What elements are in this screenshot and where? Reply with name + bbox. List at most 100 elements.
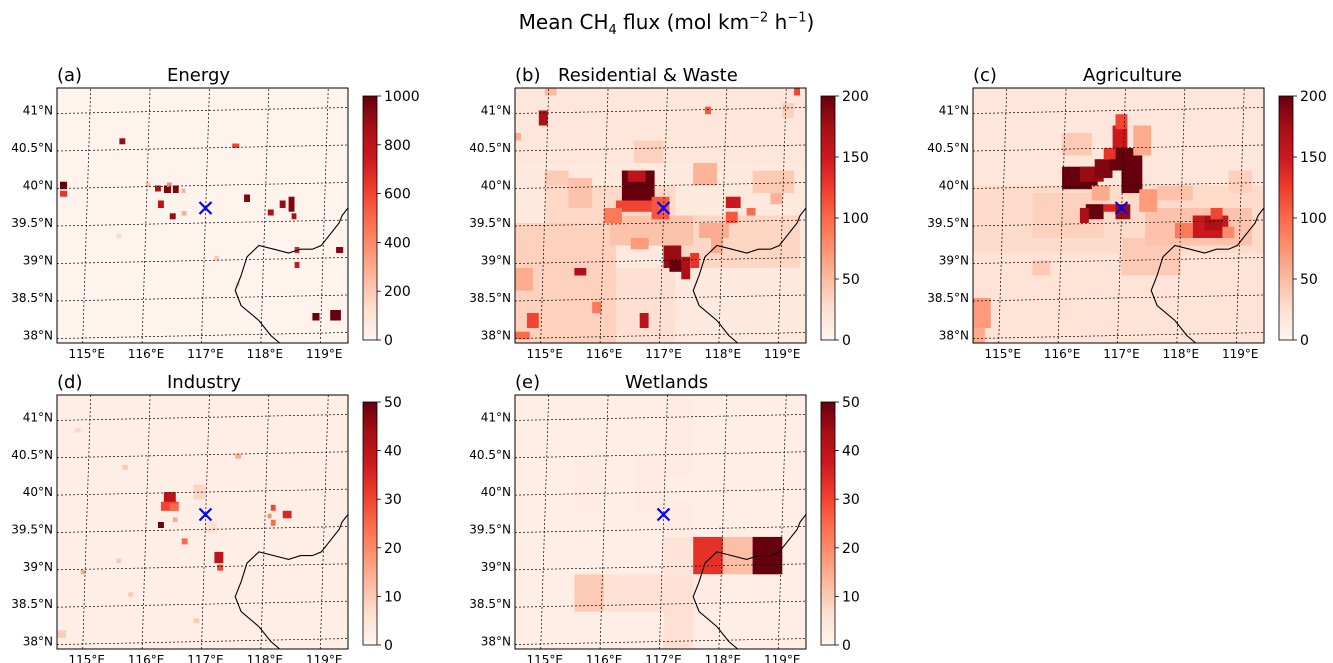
flux-cell [725, 211, 738, 223]
flux-cell [158, 200, 164, 208]
colorbar-tick-label: 400 [384, 235, 411, 251]
colorbar-tick-label: 0 [842, 333, 851, 349]
gridline-lat [973, 144, 1264, 152]
flux-cell [782, 103, 795, 118]
colorbar-tick-label: 0 [384, 638, 393, 654]
gridline-lat [57, 182, 348, 189]
flux-cell [515, 268, 533, 291]
x-tick-label: 115°E [68, 347, 105, 361]
colorbar [362, 95, 378, 341]
flux-cell [568, 178, 593, 208]
gridline-lat [515, 144, 806, 152]
flux-cell [193, 484, 206, 500]
gridline-lat [515, 414, 806, 421]
coastline [1150, 207, 1264, 343]
panel-title: Residential & Waste [558, 65, 738, 86]
x-tick-label: 116°E [586, 347, 623, 361]
x-tick-label: 119°E [306, 653, 343, 663]
y-tick-label: 39°N [23, 254, 53, 268]
y-tick-label: 39°N [939, 254, 969, 268]
gridline-lat [515, 294, 806, 302]
colorbar-tick-label: 40 [384, 444, 402, 460]
flux-cell [267, 513, 272, 519]
flux-cell [633, 454, 664, 515]
gridline-lat [57, 414, 348, 421]
gridline-lat [57, 451, 348, 459]
x-tick-label: 116°E [1044, 347, 1081, 361]
flux-cell [119, 138, 126, 145]
flux-cell [181, 211, 187, 216]
plot-area [973, 88, 1264, 343]
colorbar-tick-label: 100 [1300, 211, 1327, 227]
x-tick-label: 118°E [1163, 347, 1200, 361]
x-tick-label: 117°E [1103, 347, 1140, 361]
flux-cell [1121, 151, 1143, 194]
flux-cell [639, 313, 649, 328]
y-tick-label: 39°N [481, 560, 511, 574]
gridline-lat [57, 488, 348, 496]
flux-cell [146, 182, 151, 187]
flux-cell [193, 618, 200, 623]
colorbar-tick-label: 150 [1300, 150, 1327, 166]
flux-cell [699, 223, 729, 238]
flux-cell [74, 427, 81, 433]
flux-cell [711, 230, 723, 253]
flux-cell [217, 564, 224, 571]
x-tick-label: 117°E [187, 347, 224, 361]
flux-cell [279, 200, 286, 208]
y-tick-label: 40.5°N [469, 141, 511, 155]
flux-cell [722, 536, 753, 575]
colorbar-tick-label: 30 [842, 492, 860, 508]
flux-cell [544, 170, 569, 186]
coastline [692, 207, 806, 343]
flux-cell [166, 182, 172, 187]
title-end: ) [806, 10, 815, 34]
flux-cell [205, 522, 218, 534]
flux-cell [1210, 208, 1223, 220]
colorbar [820, 95, 836, 341]
colorbar-tick-label: 200 [842, 89, 869, 105]
y-tick-label: 41°N [939, 104, 969, 118]
title-subscript: 4 [608, 23, 617, 38]
flux-cell [169, 503, 179, 511]
flux-cell [693, 163, 717, 186]
plot-area [515, 88, 806, 343]
x-tick-label: 118°E [705, 653, 742, 663]
y-tick-label: 40.5°N [11, 448, 53, 462]
y-tick-label: 38°N [481, 635, 511, 649]
coastline [692, 514, 806, 649]
gridline-lat [973, 219, 1264, 227]
coastline [234, 514, 348, 649]
gridline-lon [1057, 88, 1067, 343]
gridline-lat [57, 294, 348, 302]
colorbar-tick-label: 10 [384, 589, 402, 605]
colorbar [820, 401, 836, 646]
gridline-lon [777, 88, 787, 343]
gridline-lon [260, 88, 270, 343]
gridline-lat [973, 182, 1264, 189]
title-superscript-1: −2 [749, 10, 769, 26]
colorbar-tick-label: 0 [842, 638, 851, 654]
flux-cell [181, 188, 186, 193]
y-tick-label: 39.5°N [469, 216, 511, 230]
flux-cell [267, 209, 274, 216]
flux-background [57, 395, 348, 649]
y-tick-label: 41°N [23, 410, 53, 424]
x-tick-label: 119°E [764, 653, 801, 663]
flux-cell [294, 262, 300, 268]
colorbar-tick-label: 600 [384, 187, 411, 203]
flux-cell [515, 331, 530, 340]
panel-label: (b) [515, 65, 540, 86]
flux-cell [746, 208, 756, 216]
flux-cell [116, 558, 122, 564]
panel-title: Energy [167, 65, 230, 86]
flux-cell [122, 465, 129, 470]
flux-cell [663, 574, 694, 612]
site-marker-x [656, 201, 671, 215]
flux-background [57, 88, 348, 343]
y-tick-label: 38°N [23, 635, 53, 649]
flux-cell [651, 196, 670, 220]
gridline-lat [973, 294, 1264, 302]
colorbar-tick-label: 200 [1300, 89, 1327, 105]
